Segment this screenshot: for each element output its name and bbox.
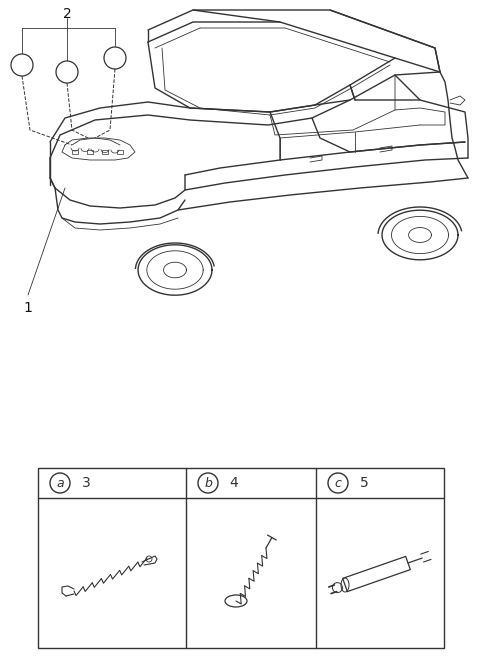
- Text: 4: 4: [229, 476, 239, 490]
- Text: a: a: [56, 477, 64, 489]
- Bar: [102, 150, 108, 154]
- Text: 2: 2: [62, 7, 72, 21]
- Text: c: c: [335, 477, 341, 489]
- Circle shape: [50, 473, 70, 493]
- Text: 3: 3: [82, 476, 90, 490]
- Text: 1: 1: [24, 301, 33, 315]
- Bar: [117, 150, 123, 154]
- Text: b: b: [204, 477, 212, 489]
- Text: 5: 5: [360, 476, 368, 490]
- Circle shape: [11, 54, 33, 76]
- Bar: [87, 150, 93, 154]
- Text: a: a: [19, 60, 25, 70]
- Bar: [72, 150, 78, 154]
- Text: b: b: [111, 53, 119, 63]
- Circle shape: [328, 473, 348, 493]
- Bar: [38, 468, 444, 648]
- Text: c: c: [64, 67, 70, 77]
- Circle shape: [56, 61, 78, 83]
- Circle shape: [198, 473, 218, 493]
- Circle shape: [104, 47, 126, 69]
